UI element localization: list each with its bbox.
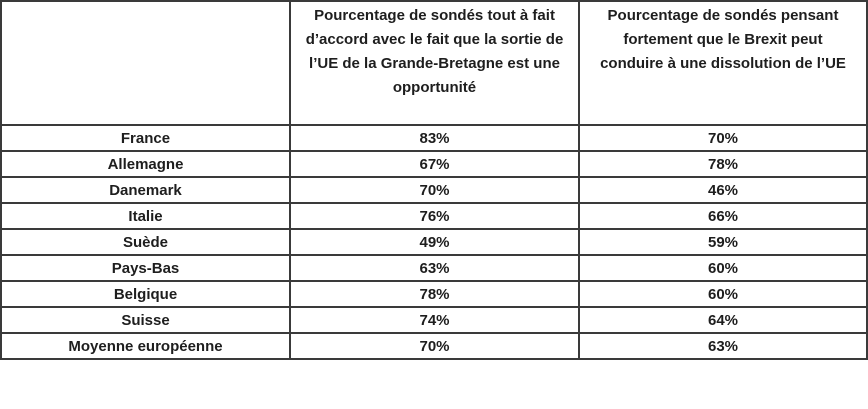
table-row: Allemagne 67% 78% xyxy=(0,150,868,178)
country-cell: Belgique xyxy=(0,280,291,308)
table-row: Moyenne européenne 70% 63% xyxy=(0,332,868,360)
dissolution-cell: 66% xyxy=(578,202,868,230)
dissolution-cell: 70% xyxy=(578,124,868,152)
country-cell: Suède xyxy=(0,228,291,256)
dissolution-cell: 59% xyxy=(578,228,868,256)
opportunity-cell: 74% xyxy=(289,306,580,334)
header-dissolution: Pourcentage de sondés pensant fortement … xyxy=(578,0,868,126)
opportunity-cell: 83% xyxy=(289,124,580,152)
table-row: Suède 49% 59% xyxy=(0,228,868,256)
table-row: Italie 76% 66% xyxy=(0,202,868,230)
header-country xyxy=(0,0,291,126)
country-cell: France xyxy=(0,124,291,152)
opportunity-cell: 67% xyxy=(289,150,580,178)
table-row: Belgique 78% 60% xyxy=(0,280,868,308)
opportunity-cell: 63% xyxy=(289,254,580,282)
table-row: Pays-Bas 63% 60% xyxy=(0,254,868,282)
opportunity-cell: 70% xyxy=(289,176,580,204)
country-cell: Italie xyxy=(0,202,291,230)
country-cell: Pays-Bas xyxy=(0,254,291,282)
opportunity-cell: 76% xyxy=(289,202,580,230)
country-cell: Danemark xyxy=(0,176,291,204)
opportunity-cell: 70% xyxy=(289,332,580,360)
dissolution-cell: 60% xyxy=(578,280,868,308)
dissolution-cell: 46% xyxy=(578,176,868,204)
country-cell: Allemagne xyxy=(0,150,291,178)
header-row: Pourcentage de sondés tout à fait d’acco… xyxy=(0,0,868,126)
dissolution-cell: 60% xyxy=(578,254,868,282)
opportunity-cell: 78% xyxy=(289,280,580,308)
brexit-survey-table: Pourcentage de sondés tout à fait d’acco… xyxy=(0,0,868,360)
dissolution-cell: 63% xyxy=(578,332,868,360)
opportunity-cell: 49% xyxy=(289,228,580,256)
table-row: France 83% 70% xyxy=(0,124,868,152)
country-cell: Suisse xyxy=(0,306,291,334)
table-row: Danemark 70% 46% xyxy=(0,176,868,204)
country-cell: Moyenne européenne xyxy=(0,332,291,360)
dissolution-cell: 78% xyxy=(578,150,868,178)
dissolution-cell: 64% xyxy=(578,306,868,334)
table-row: Suisse 74% 64% xyxy=(0,306,868,334)
header-opportunity: Pourcentage de sondés tout à fait d’acco… xyxy=(289,0,580,126)
